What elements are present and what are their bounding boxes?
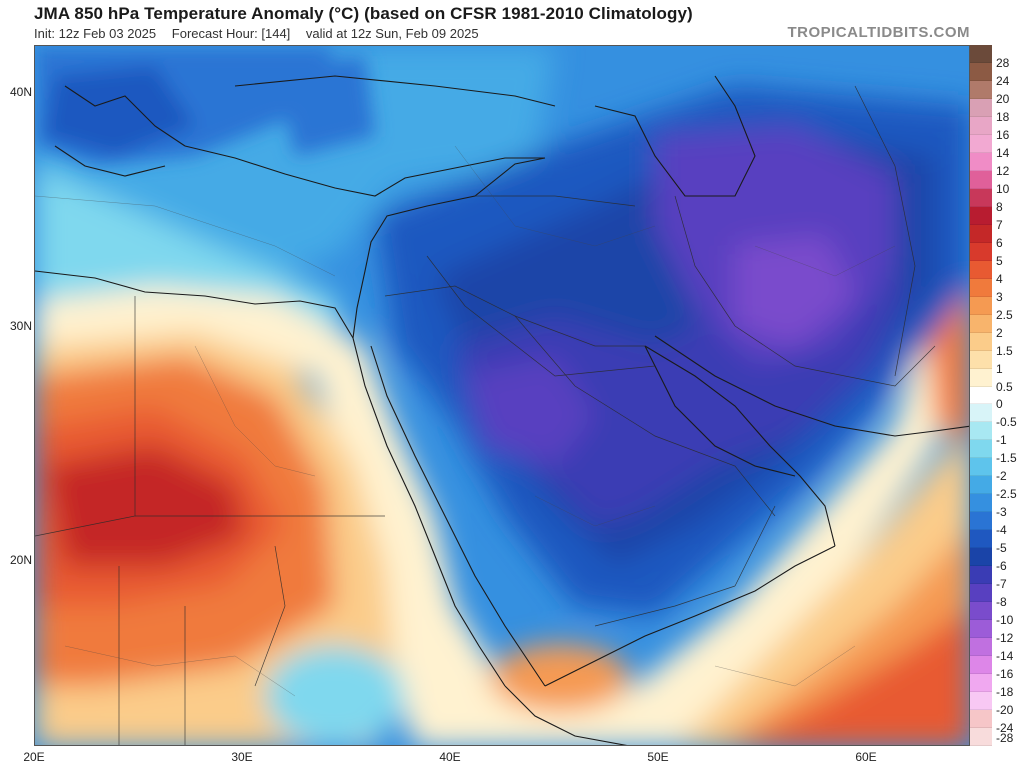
lat-label: 30N xyxy=(9,319,32,333)
colorbar-swatch xyxy=(970,674,992,693)
colorbar-swatch xyxy=(970,278,992,297)
colorbar-label: -2.5 xyxy=(996,487,1017,502)
colorbar-swatch xyxy=(970,170,992,189)
colorbar-label: -1.5 xyxy=(996,451,1017,466)
anomaly-colorbar: 28 24 20 18 16 14 12 10 8 7 6 5 4 3 2.5 2 1.5 1 0.5 0 -0.5 -1… xyxy=(970,45,1024,746)
colorbar-label: -3 xyxy=(996,505,1007,520)
colorbar-swatch xyxy=(970,62,992,81)
lon-label: 20E xyxy=(23,750,45,764)
colorbar-swatch xyxy=(970,530,992,549)
colorbar-swatch xyxy=(970,386,992,405)
site-brand: TROPICALTIDBITS.COM xyxy=(787,24,970,41)
forecast-hour: Forecast Hour: [144] xyxy=(171,26,291,41)
colorbar-swatch xyxy=(970,512,992,531)
lon-label: 40E xyxy=(439,750,461,764)
init-time: Init: 12z Feb 03 2025 xyxy=(34,26,157,41)
lon-label: 30E xyxy=(231,750,253,764)
colorbar-label: -4 xyxy=(996,523,1007,538)
colorbar-label: -12 xyxy=(996,631,1014,646)
colorbar-label: 2 xyxy=(996,325,1003,340)
map-canvas xyxy=(35,46,969,745)
country-borders xyxy=(35,85,936,745)
colorbar-swatch xyxy=(970,206,992,225)
colorbar-label: 24 xyxy=(996,73,1010,88)
colorbar-label: 4 xyxy=(996,271,1003,286)
colorbar-label: -28 xyxy=(996,730,1014,745)
colorbar-swatch xyxy=(970,656,992,675)
colorbar-swatch xyxy=(970,584,992,603)
colorbar-label: 1.5 xyxy=(996,343,1013,358)
colorbar-swatch xyxy=(970,224,992,243)
colorbar-label: 28 xyxy=(996,55,1010,70)
colorbar-swatch xyxy=(970,134,992,153)
colorbar-swatch xyxy=(970,638,992,657)
colorbar-label: 18 xyxy=(996,109,1010,124)
colorbar-swatch xyxy=(970,494,992,513)
colorbar-label: -1 xyxy=(996,433,1007,448)
colorbar-swatch xyxy=(970,728,992,746)
colorbar-swatch xyxy=(970,368,992,387)
run-info: Init: 12z Feb 03 2025 Forecast Hour: [14… xyxy=(34,26,491,41)
colorbar-swatch xyxy=(970,116,992,135)
colorbar-swatch xyxy=(970,710,992,729)
colorbar-swatch xyxy=(970,332,992,351)
chart-title: JMA 850 hPa Temperature Anomaly (°C) (ba… xyxy=(34,4,693,23)
colorbar-swatch xyxy=(970,80,992,99)
colorbar-label: -16 xyxy=(996,667,1014,682)
colorbar-label: 1 xyxy=(996,361,1003,376)
colorbar-swatch xyxy=(970,602,992,621)
anomaly-field xyxy=(35,46,969,745)
colorbar-label: 2.5 xyxy=(996,307,1013,322)
colorbar-label: -0.5 xyxy=(996,415,1017,430)
colorbar-label: -14 xyxy=(996,649,1014,664)
colorbar-label: -5 xyxy=(996,541,1007,556)
colorbar-label: 8 xyxy=(996,199,1003,214)
colorbar-label: 5 xyxy=(996,253,1003,268)
colorbar-label: 3 xyxy=(996,289,1003,304)
colorbar-label: -2 xyxy=(996,469,1007,484)
lat-label: 20N xyxy=(9,553,32,567)
colorbar-label: 7 xyxy=(996,217,1003,232)
colorbar-swatch xyxy=(970,692,992,711)
coastlines-borders xyxy=(35,75,969,745)
colorbar-swatch xyxy=(970,296,992,315)
colorbar-swatch xyxy=(970,404,992,423)
colorbar-label: -10 xyxy=(996,613,1014,628)
colorbar-swatch xyxy=(970,45,992,63)
colorbar-label: 16 xyxy=(996,127,1010,142)
colorbar-label: 0.5 xyxy=(996,379,1013,394)
colorbar-swatch xyxy=(970,458,992,477)
colorbar-swatch xyxy=(970,566,992,585)
colorbar-label: -24 xyxy=(996,721,1014,736)
colorbar-swatch xyxy=(970,548,992,567)
colorbar-swatch xyxy=(970,314,992,333)
colorbar-label: -6 xyxy=(996,559,1007,574)
colorbar-label: 10 xyxy=(996,181,1010,196)
colorbar-swatch xyxy=(970,440,992,459)
colorbar-label: -20 xyxy=(996,703,1014,718)
colorbar-swatch xyxy=(970,620,992,639)
colorbar-swatch xyxy=(970,152,992,171)
internal-boundaries xyxy=(35,145,896,697)
colorbar-swatch xyxy=(970,260,992,279)
colorbar-label: 14 xyxy=(996,145,1010,160)
colorbar-swatch xyxy=(970,422,992,441)
colorbar-label: -7 xyxy=(996,577,1007,592)
anomaly-map xyxy=(34,45,970,746)
colorbar-label: -8 xyxy=(996,595,1007,610)
colorbar-label: -18 xyxy=(996,685,1014,700)
colorbar-label: 6 xyxy=(996,235,1003,250)
lon-label: 50E xyxy=(647,750,669,764)
colorbar-swatch xyxy=(970,98,992,117)
colorbar-swatch xyxy=(970,350,992,369)
colorbar-label: 12 xyxy=(996,163,1010,178)
lat-label: 40N xyxy=(9,85,32,99)
colorbar-label: 0 xyxy=(996,397,1003,412)
colorbar-swatch xyxy=(970,476,992,495)
colorbar-label: 20 xyxy=(996,91,1010,106)
colorbar-swatch xyxy=(970,242,992,261)
colorbar-swatch xyxy=(970,188,992,207)
valid-time: valid at 12z Sun, Feb 09 2025 xyxy=(305,26,479,41)
lon-label: 60E xyxy=(855,750,877,764)
